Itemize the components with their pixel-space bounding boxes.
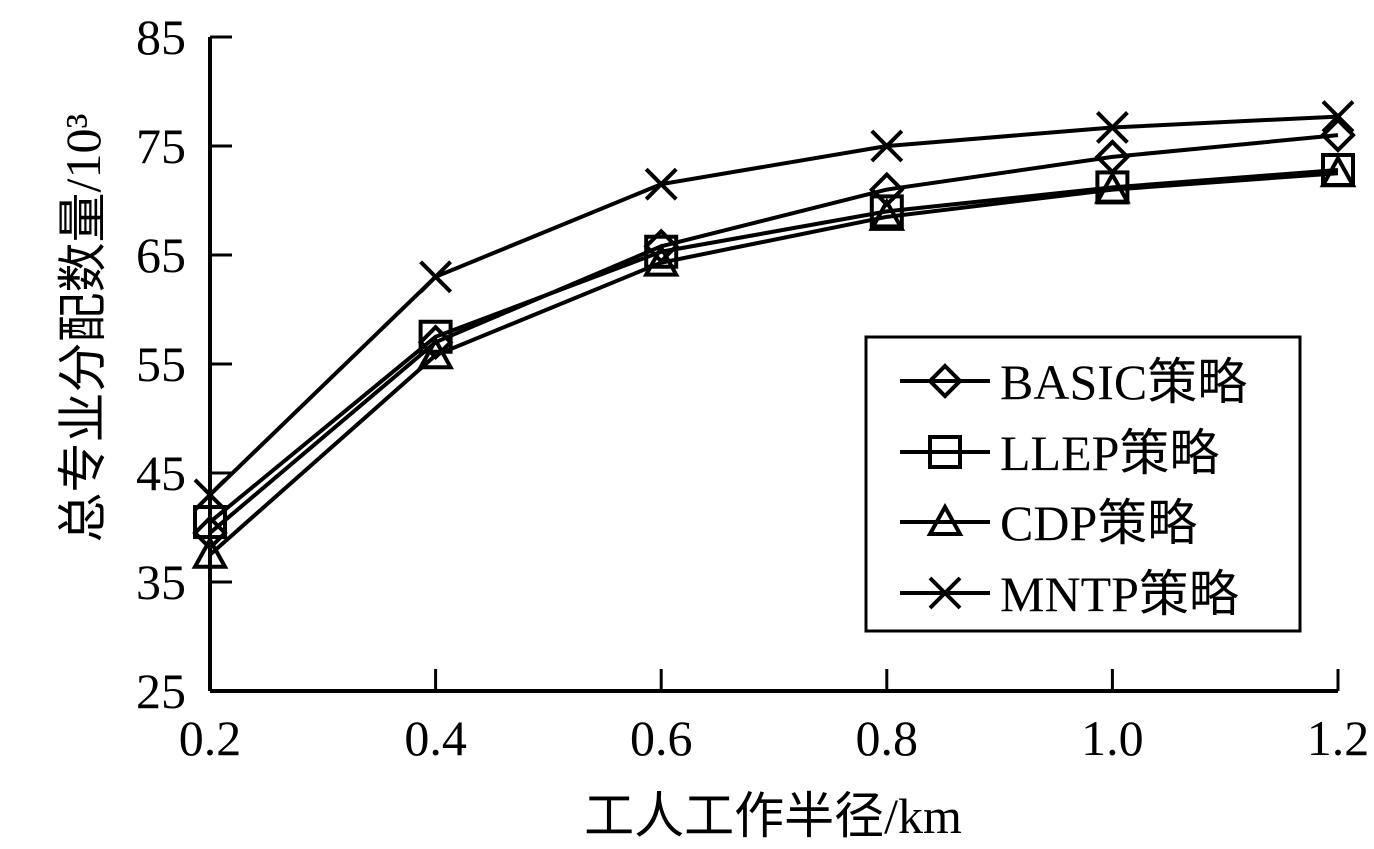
y-tick-label: 65 (136, 227, 186, 283)
x-marker-stroke (928, 576, 962, 610)
x-marker-stroke (870, 129, 904, 163)
y-tick-label: 55 (136, 336, 186, 392)
x-marker (644, 167, 678, 201)
series-group (191, 100, 1357, 569)
legend-item: LLEP策略 (900, 425, 1219, 481)
triangle-marker (1094, 170, 1131, 204)
x-marker-stroke (1095, 111, 1129, 144)
triangle-marker (1319, 154, 1357, 188)
series-line (208, 167, 1339, 524)
ticks: 25 35 45 55 65 75 85 0.2 0.4 0.6 0.8 1.0 1.2 (136, 9, 1369, 766)
series-line (208, 171, 1339, 557)
x-marker-stroke (193, 478, 227, 512)
legend-item: BASIC策略 (900, 354, 1247, 410)
x-marker (928, 576, 962, 610)
x-tick-label: 0.8 (856, 710, 919, 766)
triangle-marker (417, 336, 454, 370)
series-line (208, 133, 1339, 535)
legend-item: MNTP策略 (900, 566, 1239, 622)
x-tick-label: 0.6 (630, 710, 693, 766)
x-marker-stroke (1321, 100, 1355, 133)
diamond-marker (1320, 117, 1356, 153)
x-marker (1095, 111, 1129, 144)
x-marker (1321, 100, 1355, 133)
triangle-marker (642, 243, 680, 277)
square-marker (644, 234, 679, 269)
y-tick-label: 25 (136, 663, 186, 719)
diamond-marker (192, 515, 228, 551)
x-marker (193, 478, 227, 512)
legend-label: MNTP策略 (1000, 566, 1239, 622)
x-tick-label: 1.0 (1081, 710, 1144, 766)
legend-label: BASIC策略 (1000, 354, 1247, 410)
x-axis-title: 工人工作半径/km (584, 788, 962, 844)
x-tick-label: 0.2 (179, 710, 242, 766)
x-marker-stroke (644, 167, 678, 201)
x-tick-label: 0.4 (404, 710, 467, 766)
triangle-marker (868, 197, 906, 231)
legend-label: LLEP策略 (1000, 425, 1219, 481)
square-marker (869, 194, 904, 229)
y-tick-label: 75 (136, 118, 186, 174)
x-marker (870, 129, 904, 163)
legend: BASIC策略 LLEP策略 CDP策略 MNTP策略 (864, 335, 1302, 633)
x-marker-stroke (419, 260, 453, 294)
square-marker (928, 435, 962, 469)
triangle-marker (191, 535, 229, 569)
series-x (193, 100, 1355, 512)
diamond-marker (927, 363, 963, 399)
legend-box (864, 335, 1302, 633)
y-tick-label: 85 (136, 9, 186, 65)
y-tick-label: 45 (136, 445, 186, 501)
square-marker (418, 319, 453, 354)
y-tick-label: 35 (136, 554, 186, 610)
triangle-marker (926, 502, 964, 536)
series-triangle (191, 154, 1357, 569)
series-line (208, 114, 1339, 497)
x-tick-label: 1.2 (1307, 710, 1370, 766)
legend-item: CDP策略 (900, 495, 1197, 551)
x-marker (419, 260, 453, 294)
y-axis-title: 总专业分配数量/10³ (55, 114, 111, 543)
legend-label: CDP策略 (1000, 495, 1197, 551)
